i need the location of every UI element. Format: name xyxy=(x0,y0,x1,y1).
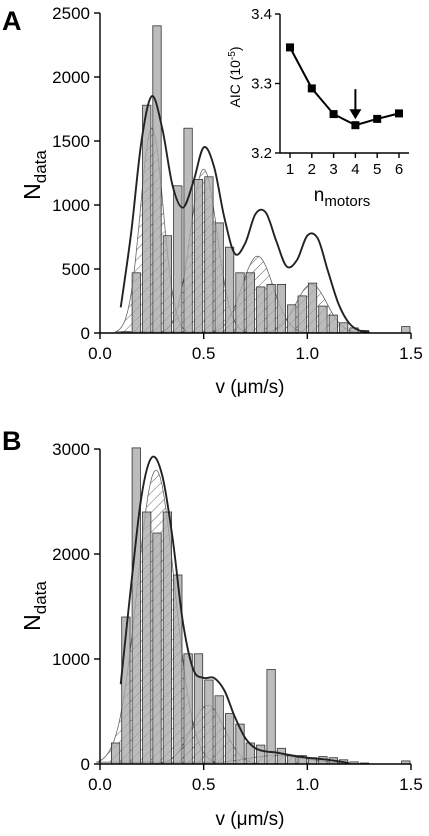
y-tick-label: 500 xyxy=(62,260,90,279)
aic-point xyxy=(286,43,294,52)
x-tick-label: 0.0 xyxy=(88,344,112,363)
inset-x-tick-label: 5 xyxy=(373,161,381,178)
inset-y-tick-label: 3.4 xyxy=(251,6,272,23)
y-axis-label: Ndata xyxy=(19,581,50,631)
histogram-bar xyxy=(224,713,235,765)
y-tick-label: 2500 xyxy=(52,4,90,23)
x-tick-label: 0.0 xyxy=(88,775,112,794)
histogram-bar xyxy=(162,235,172,334)
histogram-bar xyxy=(162,511,172,765)
histogram-bar xyxy=(214,695,224,765)
x-tick-label: 0.5 xyxy=(192,775,216,794)
histogram-bar xyxy=(131,272,141,334)
histogram-bar xyxy=(245,272,255,334)
aic-points xyxy=(286,43,403,130)
aic-point xyxy=(373,114,382,123)
x-tick-label: 1.0 xyxy=(296,775,320,794)
histogram-bar xyxy=(111,742,121,765)
panel-label-b: B xyxy=(2,426,22,456)
total-fit-curve xyxy=(119,95,370,334)
x-tick-label: 0.5 xyxy=(192,344,216,363)
x-tick-label: 1.0 xyxy=(296,344,320,363)
aic-inset: 1 2 3 4 5 6 3.2 3.3 3.4 nmotors AIC (10-5) xyxy=(227,6,409,210)
y-tick-label: 0 xyxy=(81,324,90,343)
histogram-bar xyxy=(183,653,193,765)
inset-x-tick-label: 6 xyxy=(395,161,403,178)
histogram-bar xyxy=(142,511,152,765)
total-fit-curve xyxy=(119,455,349,764)
histogram-bar xyxy=(193,178,204,334)
histogram-bar xyxy=(266,283,276,334)
x-axis-label: v (μm/s) xyxy=(216,377,285,398)
histogram-bar xyxy=(318,305,328,334)
inset-y-tick-label: 3.2 xyxy=(251,145,272,162)
y-tick-label: 1000 xyxy=(52,650,90,669)
histogram-bar xyxy=(256,286,266,334)
axes: 0.0 0.5 1.0 1.5 0 1000 2000 3000 xyxy=(52,440,423,794)
panel-label-a: A xyxy=(2,6,22,36)
histogram-bar xyxy=(276,283,287,334)
histogram-bar xyxy=(204,176,214,334)
y-tick-label: 3000 xyxy=(52,440,90,459)
inset-x-tick-label: 2 xyxy=(308,161,316,178)
y-axis-label: Ndata xyxy=(19,150,50,200)
inset-y-label: AIC (10-5) xyxy=(227,46,243,107)
histogram-bar xyxy=(193,653,204,765)
arrow-head xyxy=(349,109,362,120)
panel-b: B 0.0 0.5 1.0 1.5 0 1000 2000 3000 v (μm/s) Nda… xyxy=(2,426,423,830)
y-tick-label: 2000 xyxy=(52,68,90,87)
inset-x-tick-label: 1 xyxy=(286,161,294,178)
y-tick-label: 1500 xyxy=(52,132,90,151)
aic-point xyxy=(395,109,403,118)
x-tick-label: 1.5 xyxy=(399,344,423,363)
histogram-bar xyxy=(287,304,297,334)
histogram-bar xyxy=(152,532,162,765)
histogram-bar xyxy=(235,272,245,334)
panel-a: A 0.0 0.5 1.0 1.5 0 500 1000 1500 2000 2500 v (μm… xyxy=(2,4,423,398)
inset-x-tick-label: 3 xyxy=(329,161,337,178)
y-tick-label: 0 xyxy=(81,755,90,774)
histogram-bar xyxy=(266,669,276,765)
histogram-bar xyxy=(297,295,307,334)
minimum-arrow xyxy=(349,89,362,120)
histogram-bar xyxy=(287,755,297,765)
histogram-bar xyxy=(214,222,224,334)
histogram-bar xyxy=(256,744,266,765)
aic-line xyxy=(289,46,400,127)
aic-point xyxy=(329,110,338,119)
aic-point xyxy=(307,84,316,93)
inset-x-tick-label: 4 xyxy=(351,161,359,178)
histogram-bar xyxy=(173,185,183,334)
histogram-bar xyxy=(338,322,349,334)
histogram-bar xyxy=(152,25,162,334)
inset-x-label: nmotors xyxy=(314,185,370,210)
histogram-bar xyxy=(183,127,193,334)
aic-point xyxy=(351,121,360,130)
histogram-bar xyxy=(401,326,411,334)
axes: 0.0 0.5 1.0 1.5 0 500 1000 1500 2000 2500 xyxy=(52,4,423,363)
histogram-bar xyxy=(142,104,152,334)
histogram-bar xyxy=(224,246,235,334)
histogram-bar xyxy=(131,447,141,765)
x-axis-label: v (μm/s) xyxy=(216,809,285,830)
inset-axes: 1 2 3 4 5 6 3.2 3.3 3.4 xyxy=(251,6,409,178)
histogram-bar xyxy=(276,747,287,765)
histogram-bar xyxy=(328,314,338,334)
inset-y-tick-label: 3.3 xyxy=(251,76,272,93)
y-tick-label: 1000 xyxy=(52,196,90,215)
histogram-bar xyxy=(204,679,214,765)
histogram-bar xyxy=(307,282,318,334)
x-tick-label: 1.5 xyxy=(399,775,423,794)
y-tick-label: 2000 xyxy=(52,545,90,564)
